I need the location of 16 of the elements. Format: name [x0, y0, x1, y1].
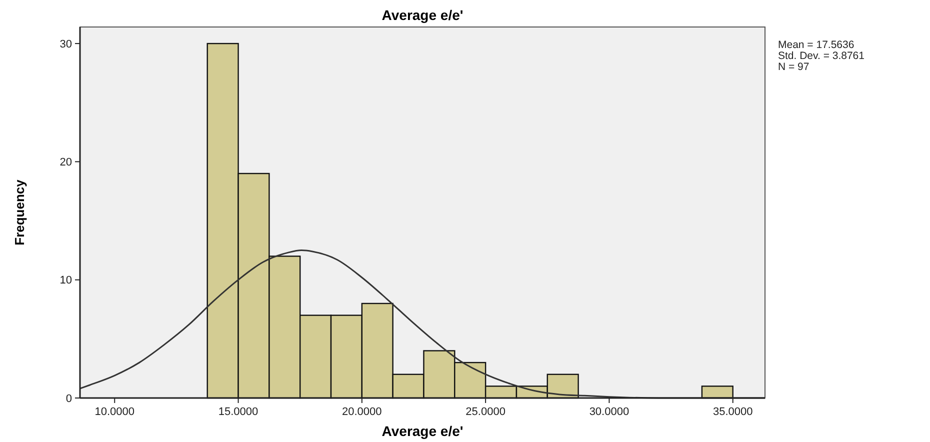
y-tick-label: 30	[60, 38, 72, 50]
x-tick-label: 30.0000	[589, 406, 630, 418]
x-tick-label: 15.0000	[218, 406, 258, 418]
x-tick-label: 35.0000	[712, 406, 753, 418]
text: N = 97	[778, 61, 810, 73]
y-tick-label: 20	[60, 156, 72, 169]
x-tick-label: 25.0000	[466, 406, 506, 418]
y-tick-label: 10	[60, 274, 72, 287]
y-tick-label: 0	[66, 392, 72, 405]
y-axis-title: Frequency	[12, 178, 27, 246]
text: Std. Dev. = 3.8761	[778, 50, 865, 62]
text: Mean = 17.5636	[778, 39, 854, 51]
x-tick-label: 10.0000	[94, 406, 135, 418]
x-axis-title: Average e/e'	[382, 423, 464, 439]
x-tick-label: 20.0000	[342, 406, 382, 418]
chart-title: Average e/e'	[382, 7, 464, 23]
